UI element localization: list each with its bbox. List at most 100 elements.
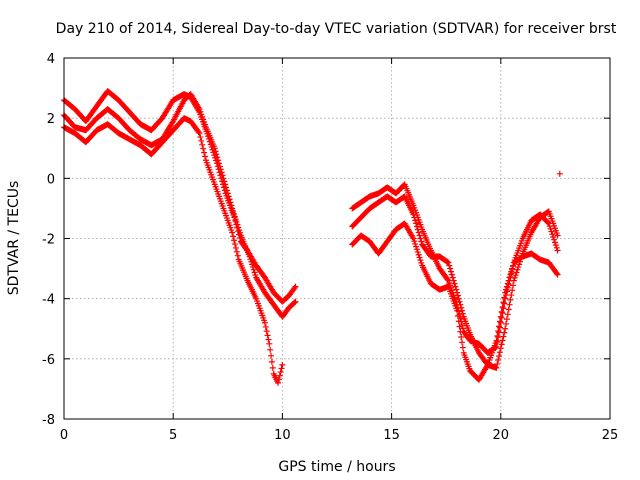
data-point-trace-b <box>444 258 451 265</box>
data-point-trace-a <box>551 236 558 243</box>
data-point-trace-a <box>550 233 557 240</box>
data-point-trace-b <box>413 223 420 230</box>
data-point-trace-c <box>231 241 238 248</box>
data-point-trace-a <box>502 295 509 302</box>
data-point-trace-b <box>453 286 460 293</box>
data-point-trace-a <box>553 244 560 251</box>
data-point-trace-c <box>454 312 461 319</box>
data-point-trace-b <box>454 289 461 296</box>
data-point-trace-a <box>554 247 561 254</box>
x-tick-label: 5 <box>169 428 177 443</box>
data-point-trace-b <box>446 262 453 269</box>
data-point-trace-b <box>226 196 233 203</box>
data-point-trace-b <box>220 175 227 182</box>
data-point-trace-c <box>229 229 236 236</box>
data-point-trace-c <box>455 318 462 325</box>
data-point-trace-b <box>222 181 229 188</box>
x-tick-label: 20 <box>493 428 510 443</box>
data-point-trace-b <box>230 208 237 215</box>
data-point-trace-b <box>458 304 465 311</box>
data-point-trace-c <box>414 249 421 256</box>
data-point-trace-b <box>250 266 257 273</box>
data-point-trace-b <box>495 357 502 364</box>
data-point-trace-b <box>292 298 299 305</box>
data-point-trace-b <box>229 205 236 212</box>
y-tick-label: 0 <box>47 172 55 187</box>
data-point-trace-b <box>452 283 459 290</box>
plot-frame <box>63 57 611 420</box>
data-point-trace-b <box>510 282 517 289</box>
data-point-trace-b <box>445 259 452 266</box>
data-point-trace-b <box>497 345 504 352</box>
data-point-trace-b <box>237 229 244 236</box>
data-point-trace-b <box>494 360 501 367</box>
data-point-trace-b <box>223 184 230 191</box>
data-point-trace-c <box>199 141 206 148</box>
data-point-trace-c <box>232 244 239 251</box>
data-point-trace-c <box>412 240 419 247</box>
data-point-trace-b <box>235 224 242 231</box>
data-point-trace-b <box>503 316 510 323</box>
data-point-trace-a <box>292 283 299 290</box>
data-point-trace-a <box>496 324 503 331</box>
data-point-trace-c <box>234 252 241 259</box>
data-point-trace-a <box>551 239 558 246</box>
data-point-trace-b <box>448 271 455 278</box>
data-point-trace-c <box>503 283 510 290</box>
data-point-trace-c <box>268 352 275 359</box>
data-point-trace-b <box>457 301 464 308</box>
data-point-trace-b <box>454 292 461 299</box>
data-point-trace-c <box>495 328 502 335</box>
data-point-trace-b <box>225 193 232 200</box>
data-point-trace-b <box>496 349 503 356</box>
y-tick-label: -6 <box>42 353 55 368</box>
x-tick-label: 0 <box>60 428 68 443</box>
data-point-trace-b <box>248 258 255 265</box>
data-point-trace-c <box>496 318 503 325</box>
data-point-trace-c <box>267 346 274 353</box>
data-point-trace-c <box>554 271 561 278</box>
x-axis-label: GPS time / hours <box>278 459 395 475</box>
data-point-trace-b <box>233 218 240 225</box>
data-point-trace-b <box>228 202 235 209</box>
data-point-trace-b <box>212 148 219 155</box>
data-point-trace-c <box>264 332 271 339</box>
data-point-trace-c <box>276 372 283 379</box>
data-point-trace-b <box>291 299 298 306</box>
data-point-trace-c <box>198 137 205 144</box>
data-point-trace-c <box>504 280 511 287</box>
data-point-trace-b <box>507 296 514 303</box>
data-point-trace-c <box>502 289 509 296</box>
data-point-trace-a <box>291 284 298 291</box>
data-point-trace-b <box>236 227 243 234</box>
data-point-trace-c <box>418 259 425 266</box>
data-point-trace-b <box>247 256 254 263</box>
data-point-trace-b <box>231 213 238 220</box>
y-tick-label: -2 <box>42 233 55 248</box>
data-point-trace-c <box>268 358 275 365</box>
data-point-trace-c <box>459 339 466 346</box>
data-point-trace-b <box>512 272 519 279</box>
data-point-trace-c <box>496 323 503 330</box>
y-tick-label: -4 <box>42 293 55 308</box>
data-point-trace-b <box>217 166 224 173</box>
data-point-trace-b <box>249 261 256 268</box>
data-point-trace-c <box>508 268 515 275</box>
data-point-trace-b <box>230 210 237 217</box>
data-point-trace-a <box>496 329 503 336</box>
data-point-trace-a <box>497 319 504 326</box>
data-point-trace-c <box>498 308 505 315</box>
data-point-trace-c <box>262 323 269 330</box>
y-tick-label: -8 <box>42 413 55 428</box>
data-point-trace-b <box>246 253 253 260</box>
data-point-trace-c <box>510 262 517 269</box>
data-point-trace-b <box>415 229 422 236</box>
data-point-trace-c <box>201 149 208 156</box>
data-point-trace-b <box>232 216 239 223</box>
data-point-trace-c <box>263 328 270 335</box>
data-point-trace-c <box>457 328 464 335</box>
data-point-trace-c <box>500 299 507 306</box>
data-point-trace-c <box>509 265 516 272</box>
data-point-trace-b <box>501 329 508 336</box>
data-point-trace-c <box>230 233 237 240</box>
